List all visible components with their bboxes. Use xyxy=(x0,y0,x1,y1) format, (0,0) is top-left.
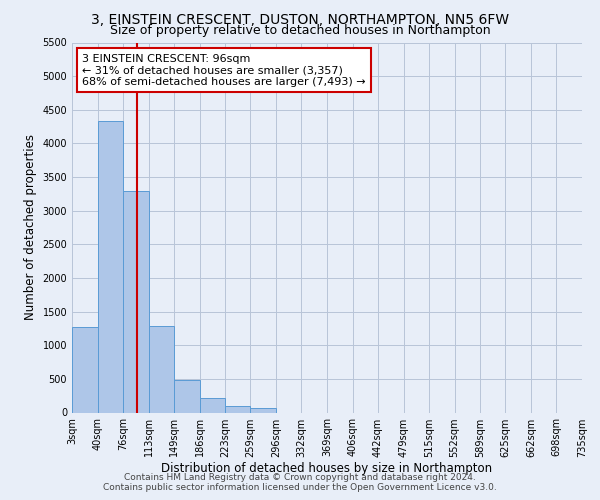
Y-axis label: Number of detached properties: Number of detached properties xyxy=(24,134,37,320)
Bar xyxy=(225,406,250,412)
Text: Size of property relative to detached houses in Northampton: Size of property relative to detached ho… xyxy=(110,24,490,37)
Bar xyxy=(123,190,149,412)
Bar xyxy=(98,121,123,412)
Bar xyxy=(250,408,276,412)
X-axis label: Distribution of detached houses by size in Northampton: Distribution of detached houses by size … xyxy=(161,462,493,475)
Text: 3, EINSTEIN CRESCENT, DUSTON, NORTHAMPTON, NN5 6FW: 3, EINSTEIN CRESCENT, DUSTON, NORTHAMPTO… xyxy=(91,12,509,26)
Bar xyxy=(72,327,98,412)
Bar xyxy=(199,398,225,412)
Text: 3 EINSTEIN CRESCENT: 96sqm
← 31% of detached houses are smaller (3,357)
68% of s: 3 EINSTEIN CRESCENT: 96sqm ← 31% of deta… xyxy=(82,54,366,87)
Bar xyxy=(149,326,174,412)
Text: Contains HM Land Registry data © Crown copyright and database right 2024.
Contai: Contains HM Land Registry data © Crown c… xyxy=(103,473,497,492)
Bar xyxy=(174,380,199,412)
